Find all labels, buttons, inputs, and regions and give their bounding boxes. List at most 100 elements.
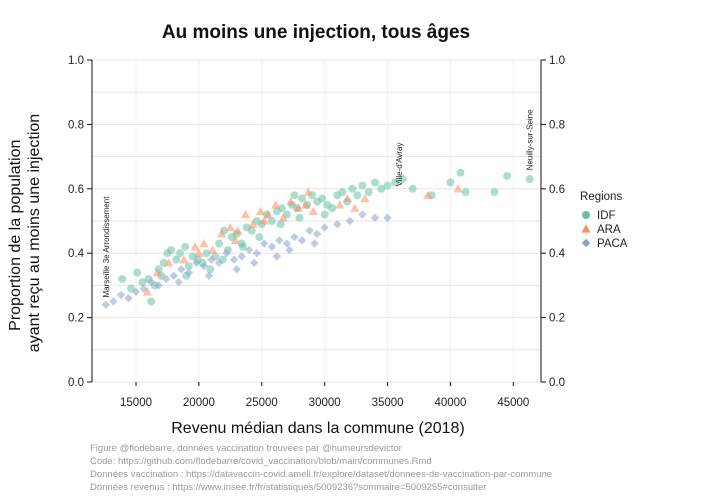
x-axis-label: Revenu médian dans la commune (2018) [171,420,465,437]
point-paca [207,255,216,264]
point-paca [272,252,282,261]
grid [92,59,541,383]
point-idf [490,188,499,197]
point-paca [124,294,133,303]
y-tick-label-left: 0.8 [68,119,84,131]
point-idf [446,178,455,187]
point-ara [335,200,345,209]
series-ara [142,184,463,296]
point-paca [252,249,261,258]
point-ara [308,206,318,216]
point-paca [282,239,292,248]
point-paca [199,261,209,271]
point-paca [192,258,201,268]
legend-title: Regions [580,191,622,203]
point-ara [360,193,370,203]
point-idf [503,171,512,180]
point-ara [216,229,227,238]
point-paca [146,277,156,287]
y-tick-label-right: 0.8 [549,119,565,131]
y-tick-label-right: 0.4 [549,248,566,260]
point-idf [147,297,156,306]
point-idf [277,204,286,213]
y-tick-label-right: 0.2 [549,313,565,325]
x-tick-label: 40000 [434,397,466,409]
series-paca [101,210,392,309]
annotation-label: Ville-d'Avray [395,142,404,186]
y-tick-label-left: 0.4 [68,248,85,260]
x-tick-label: 35000 [372,397,404,409]
point-idf [364,188,373,197]
point-idf [456,168,465,177]
x-tick-label: 15000 [120,397,152,409]
point-paca [139,284,148,293]
point-paca [162,274,171,284]
y-tick-label-left: 0.2 [68,313,84,325]
point-paca [383,213,392,222]
caption-line-1: Figure @flodebarre, données vaccination … [90,443,402,454]
x-tick-label: 25000 [246,397,278,409]
x-tick-label: 20000 [183,397,215,409]
point-idf [255,233,264,242]
point-ara [248,219,258,228]
point-ara [230,235,240,244]
point-idf [320,210,329,219]
point-idf [298,194,307,203]
point-paca [101,300,111,309]
x-tick-label: 45000 [497,397,529,409]
point-ara [301,200,311,209]
point-paca [177,265,186,274]
point-ara [255,206,266,216]
point-ara [263,209,273,219]
point-idf [247,226,256,235]
point-idf [408,184,417,193]
point-idf [391,178,400,187]
point-ara [423,190,433,199]
point-idf [184,262,193,271]
point-paca [275,236,284,245]
point-idf [267,217,276,225]
point-ara [271,200,281,209]
y-axis-label: Proportion de la population ayant reçu a… [7,114,43,352]
point-idf [348,184,357,193]
point-idf [318,194,327,203]
point-paca [345,216,355,226]
point-ara [164,258,174,267]
point-ara [179,255,189,264]
point-idf [338,188,347,197]
x-ticks: 15000 20000 25000 30000 35000 40000 45000 [120,382,529,409]
point-ara [208,245,218,254]
point-idf [206,265,215,274]
point-idf [167,245,176,254]
point-paca [116,290,126,300]
point-idf [353,191,362,200]
point-idf [461,188,470,197]
point-ara [190,242,200,251]
y-tick-label-right: 0.0 [549,377,565,389]
point-paca [370,213,380,222]
point-ara [194,248,204,257]
point-paca [333,220,342,229]
point-paca [214,258,224,268]
point-idf [118,274,127,283]
point-idf [295,213,304,222]
point-ara [303,187,313,196]
point-ara [152,267,163,277]
point-ara [293,203,303,212]
point-idf [138,278,147,287]
chart-title: Au moins une injection, tous âges [162,22,470,43]
y-axis-label-line-2: ayant reçu au moins une injection [26,114,43,352]
legend-key-ara [581,224,591,233]
point-idf [370,178,379,187]
point-ara [240,209,251,219]
point-paca [154,281,163,290]
caption: Figure @flodebarre, données vaccination … [90,443,552,493]
y-axis-label-line-1: Proportion de la population [7,140,24,331]
point-ara [342,193,352,203]
point-ara [225,222,235,232]
point-ara [286,197,296,206]
point-idf [238,242,247,251]
point-paca [222,249,231,258]
point-idf [328,204,337,213]
